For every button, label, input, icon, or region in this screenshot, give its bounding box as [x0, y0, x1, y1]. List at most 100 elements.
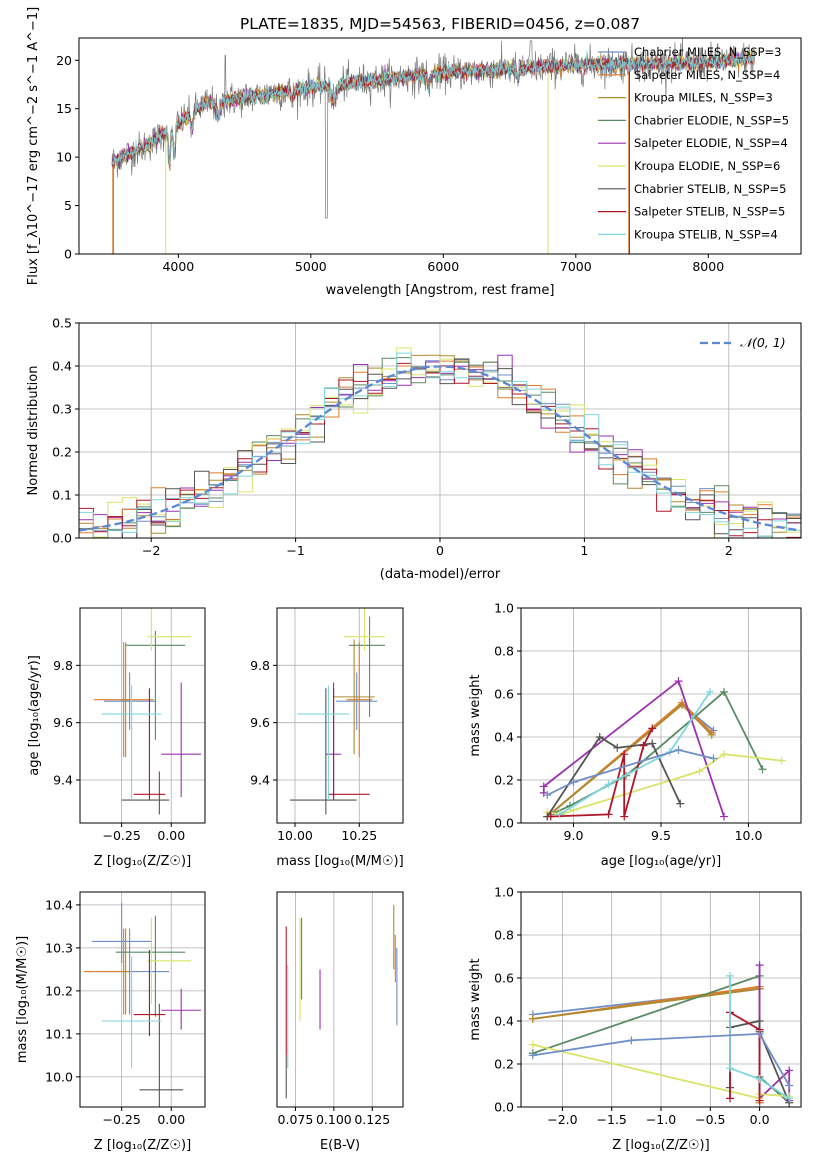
plus-marker	[720, 750, 728, 759]
plot-area	[277, 608, 403, 823]
plus-marker	[604, 810, 613, 819]
y-tick-label: 0.5	[52, 316, 72, 331]
errorbar-point-7	[133, 950, 166, 1037]
normal-curve	[79, 365, 799, 532]
x-tick-label: −1	[286, 543, 304, 558]
spectrum-legend: Chabrier MILES, N_SSP=3 Salpeter MILES, N…	[598, 45, 789, 241]
axes-frame: 4000 5000 6000 7000 8000 0 5 10 15 20 wavelength […	[26, 7, 802, 298]
y-tick-label: 10	[56, 150, 72, 165]
x-tick-label: −0.5	[695, 1112, 725, 1127]
x-tick-label: 0.0	[750, 1112, 770, 1127]
x-axis-label: Z [log₁₀(Z/Z☉)]	[94, 854, 191, 869]
errorbar-point-2	[121, 928, 130, 1015]
axes-frame: −0.25 0.00 9.4 9.6 9.8 Z [log₁₀(Z/Z☉)] age [lo…	[27, 607, 206, 869]
errorbar-point-9	[91, 902, 152, 963]
y-tick-label: 0.4	[52, 359, 72, 374]
axes-border	[276, 607, 404, 824]
legend-label: Kroupa ELODIE, N_SSP=6	[634, 159, 780, 173]
axes-frame: 9.0 9.5 10.0 0.0 0.2 0.4 0.6 0.8 1.0 age [log₁₀(a…	[468, 601, 802, 869]
y-tick-label: 10.4	[45, 897, 73, 912]
plus-marker	[528, 1014, 537, 1023]
plus-marker	[726, 1064, 735, 1073]
y-axis-label: mass weight	[468, 674, 483, 756]
x-tick-label: −1.5	[597, 1112, 627, 1127]
x-tick-label: 0.125	[354, 1112, 390, 1127]
legend-label: Chabrier MILES, N_SSP=3	[634, 45, 781, 59]
y-tick-label: 0.2	[494, 773, 514, 788]
y-axis-label: Normed distribution	[26, 366, 41, 496]
errorbar-point-5	[147, 917, 192, 1004]
x-tick-label: 10.0	[735, 828, 763, 843]
y-tick-label: 0.2	[52, 445, 72, 460]
plus-marker	[726, 1094, 735, 1103]
y-tick-label: 10.1	[45, 1026, 73, 1041]
y-tick-label: 0	[64, 247, 72, 262]
errorbar-point-3	[115, 915, 186, 1017]
mass-weight-line-2	[532, 987, 761, 1101]
plus-marker	[720, 812, 728, 821]
x-axis-label: age [log₁₀(age/yr)]	[601, 854, 722, 869]
errorbar-point-6	[121, 771, 170, 815]
figure-title: PLATE=1835, MJD=54563, FIBERID=0456, z=0…	[240, 15, 640, 33]
mass-weight-line-7	[550, 727, 654, 818]
histogram-step-5	[79, 347, 801, 538]
y-tick-label: 0.4	[494, 1014, 514, 1029]
plot-area	[80, 892, 205, 1107]
axes-frame: 0.075 0.100 0.125 E(B-V)	[276, 891, 404, 1153]
panel-spectrum: 4000 5000 6000 7000 8000 0 5 10 15 20 wavelength […	[26, 7, 802, 298]
x-tick-label: 0.00	[157, 828, 185, 843]
plus-marker	[620, 750, 629, 759]
plus-marker	[674, 745, 683, 754]
errorbar-point-7	[328, 688, 370, 801]
errorbar-point-2	[333, 639, 375, 755]
panel-age_vs_mass: 10.00 10.25 9.4 9.6 9.8 mass [log₁₀(M/M☉)]	[250, 607, 404, 869]
y-axis-label: Flux [f_λ10^−17 erg cm^−2 s^−1 A^−1]	[26, 7, 41, 285]
y-tick-label: 0.2	[494, 1057, 514, 1072]
panel-massweight_vs_age: 9.0 9.5 10.0 0.0 0.2 0.4 0.6 0.8 1.0 age [log₁₀(a…	[468, 601, 802, 869]
x-tick-label: 7000	[560, 259, 592, 274]
y-tick-label: 0.8	[494, 644, 514, 659]
axes-border	[79, 607, 206, 824]
y-axis-label: age [log₁₀(age/yr)]	[27, 655, 42, 776]
plot-area	[111, 38, 755, 254]
legend-label: Kroupa MILES, N_SSP=3	[634, 91, 773, 105]
plus-marker	[620, 812, 629, 821]
y-tick-label: 5	[64, 198, 72, 213]
mass-weight-line-6	[546, 735, 682, 817]
y-tick-label: 1.0	[494, 601, 514, 616]
x-axis-label: (data-model)/error	[380, 567, 501, 582]
x-tick-label: 2	[725, 543, 733, 558]
plus-marker	[755, 1017, 764, 1025]
errorbar-point-0	[103, 672, 156, 730]
y-tick-label: 1.0	[494, 885, 514, 900]
plus-marker	[755, 1096, 764, 1105]
errorbar-point-0	[336, 672, 378, 730]
y-tick-label: 9.6	[250, 715, 270, 730]
plus-marker	[543, 791, 552, 800]
plus-marker	[676, 799, 685, 808]
errorbar-point-4	[161, 682, 202, 798]
plus-marker	[528, 1051, 537, 1060]
x-axis-label: wavelength [Angstrom, rest frame]	[326, 283, 555, 298]
plus-marker	[539, 782, 548, 791]
x-tick-label: −0.25	[103, 828, 141, 843]
errorbar-point-1	[346, 642, 373, 758]
x-tick-label: 4000	[162, 259, 194, 274]
plus-marker	[785, 1066, 794, 1075]
legend-label: Salpeter MILES, N_SSP=4	[634, 68, 780, 82]
plus-marker	[546, 812, 555, 821]
plus-marker	[604, 780, 613, 789]
plus-marker	[758, 765, 767, 774]
x-tick-label: −1.0	[646, 1112, 676, 1127]
errorbar-point-8	[101, 685, 162, 801]
mass-weight-line-0	[532, 987, 761, 1103]
x-tick-label: 5000	[295, 259, 327, 274]
x-axis-label: Z [log₁₀(Z/Z☉)]	[94, 1138, 191, 1153]
errorbar-point-6	[139, 1003, 184, 1107]
plus-marker	[613, 743, 622, 752]
y-tick-label: 10.3	[45, 940, 73, 955]
y-tick-label: 20	[56, 53, 72, 68]
plot-area	[79, 323, 801, 538]
y-axis-label: mass weight	[468, 958, 483, 1040]
errorbar-point-8	[101, 956, 162, 1069]
